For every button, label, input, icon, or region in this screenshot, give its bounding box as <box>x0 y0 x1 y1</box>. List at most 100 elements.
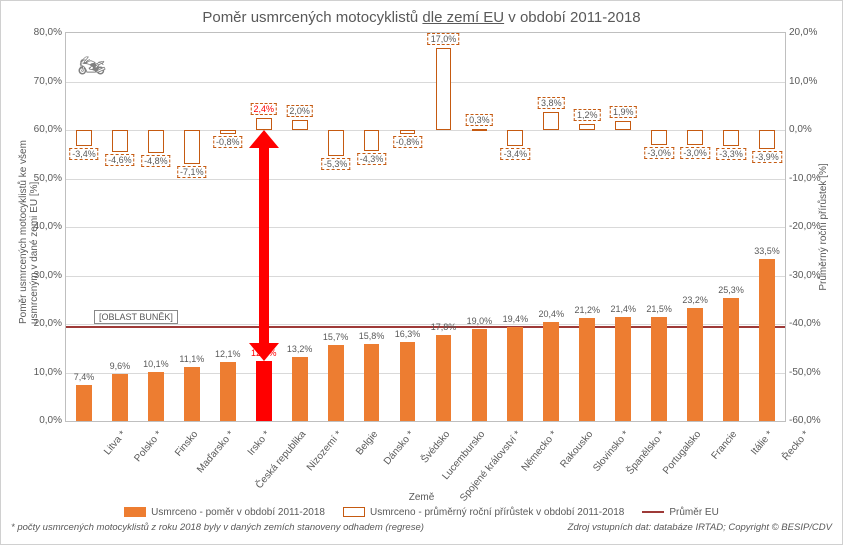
legend-swatch-line <box>642 511 664 513</box>
title-part-2: dle zemí EU <box>422 9 504 26</box>
ratio-label: 33,5% <box>754 246 780 256</box>
y-left-tick: 0,0% <box>26 415 62 426</box>
growth-bar <box>400 130 416 134</box>
ratio-bar <box>579 318 595 421</box>
growth-bar <box>687 130 703 145</box>
growth-label: -5,3% <box>321 158 351 170</box>
y-left-tick: 70,0% <box>26 76 62 87</box>
footer: * počty usmrcených motocyklistů z roku 2… <box>11 522 832 533</box>
chart-container: Poměr usmrcených motocyklistů dle zemí E… <box>0 0 843 545</box>
ratio-bar <box>543 322 559 421</box>
growth-label: -3,4% <box>69 148 99 160</box>
gridline <box>66 276 785 277</box>
growth-bar <box>184 130 200 164</box>
highlight-arrow <box>249 148 279 343</box>
ratio-label: 25,3% <box>718 285 744 295</box>
growth-bar <box>543 112 559 130</box>
growth-label: -0,8% <box>393 136 423 148</box>
ratio-bar <box>615 317 631 421</box>
legend-item-bar: Usmrceno - poměr v období 2011-2018 <box>124 507 325 518</box>
growth-bar <box>759 130 775 149</box>
y-right-tick: -30,0% <box>789 270 825 281</box>
growth-bar <box>507 130 523 146</box>
legend-item-open: Usmrceno - průměrný roční přírůstek v ob… <box>343 507 624 518</box>
growth-bar <box>328 130 344 156</box>
growth-bar <box>292 120 308 130</box>
growth-label: -7,1% <box>177 166 207 178</box>
gridline <box>66 227 785 228</box>
y-right-tick: 0,0% <box>789 124 825 135</box>
gridline <box>66 373 785 374</box>
y-right-tick: -40,0% <box>789 318 825 329</box>
ratio-bar <box>507 327 523 421</box>
ratio-label: 21,4% <box>610 304 636 314</box>
ratio-label: 19,0% <box>467 316 493 326</box>
growth-bar <box>723 130 739 146</box>
growth-bar <box>148 130 164 153</box>
growth-label: -4,3% <box>357 153 387 165</box>
gridline <box>66 82 785 83</box>
legend-label-open: Usmrceno - průměrný roční přírůstek v ob… <box>370 507 624 518</box>
legend-swatch-open <box>343 507 365 517</box>
growth-bar <box>76 130 92 146</box>
ratio-label: 20,4% <box>539 309 565 319</box>
gridline <box>66 130 785 131</box>
ratio-label: 10,1% <box>143 359 169 369</box>
title-part-1: Poměr usmrcených motocyklistů <box>202 9 422 26</box>
legend-label-bar: Usmrceno - poměr v období 2011-2018 <box>151 507 325 518</box>
growth-label: -3,9% <box>752 151 782 163</box>
footer-note-right: Zdroj vstupních dat: databáze IRTAD; Cop… <box>568 522 832 533</box>
growth-label: 1,9% <box>610 106 637 118</box>
ratio-label: 13,2% <box>287 344 313 354</box>
ratio-bar <box>292 357 308 421</box>
region-label-box: [OBLAST BUNĚK] <box>94 310 178 324</box>
ratio-bar <box>436 335 452 421</box>
growth-bar <box>579 124 595 130</box>
plot-area: 🏍 Poměr usmrcených motocyklistů ke všem … <box>65 32 786 422</box>
y-right-tick: 10,0% <box>789 76 825 87</box>
y-left-tick: 10,0% <box>26 367 62 378</box>
ratio-bar <box>184 367 200 421</box>
growth-label: 3,8% <box>538 97 565 109</box>
y-left-tick: 20,0% <box>26 318 62 329</box>
title-part-3: v období 2011-2018 <box>504 9 641 26</box>
ratio-label: 21,2% <box>575 305 601 315</box>
growth-bar <box>615 121 631 130</box>
ratio-label: 15,8% <box>359 331 385 341</box>
growth-label: 1,2% <box>574 109 601 121</box>
ratio-bar <box>256 361 272 421</box>
ratio-label: 12,1% <box>215 349 241 359</box>
y-right-tick: -10,0% <box>789 173 825 184</box>
ratio-bar <box>112 374 128 421</box>
ratio-bar <box>687 308 703 421</box>
ratio-bar <box>472 329 488 421</box>
growth-label: -3,4% <box>501 148 531 160</box>
chart-title: Poměr usmrcených motocyklistů dle zemí E… <box>11 9 832 26</box>
ratio-bar <box>723 298 739 421</box>
y-right-tick: -20,0% <box>789 221 825 232</box>
growth-label: -3,0% <box>680 147 710 159</box>
growth-label: -4,8% <box>141 155 171 167</box>
ratio-bar <box>400 342 416 421</box>
ratio-label: 15,7% <box>323 332 349 342</box>
growth-bar <box>220 130 236 134</box>
y-left-tick: 40,0% <box>26 221 62 232</box>
growth-bar <box>651 130 667 145</box>
growth-label: -3,3% <box>716 148 746 160</box>
ratio-label: 11,1% <box>179 354 204 364</box>
ratio-label: 7,4% <box>74 372 95 382</box>
ratio-bar <box>651 317 667 421</box>
growth-label: 2,0% <box>286 105 313 117</box>
ratio-label: 21,5% <box>646 304 672 314</box>
ratio-label: 17,8% <box>431 322 457 332</box>
eu-average-line <box>66 326 785 328</box>
legend: Usmrceno - poměr v období 2011-2018 Usmr… <box>11 507 832 518</box>
y-left-tick: 50,0% <box>26 173 62 184</box>
growth-label: 0,3% <box>466 114 493 126</box>
growth-bar <box>472 129 488 131</box>
ratio-bar <box>220 362 236 421</box>
growth-bar <box>364 130 380 151</box>
growth-label: -0,8% <box>213 136 243 148</box>
ratio-label: 9,6% <box>110 361 131 371</box>
motorcycle-icon: 🏍 <box>78 53 106 79</box>
